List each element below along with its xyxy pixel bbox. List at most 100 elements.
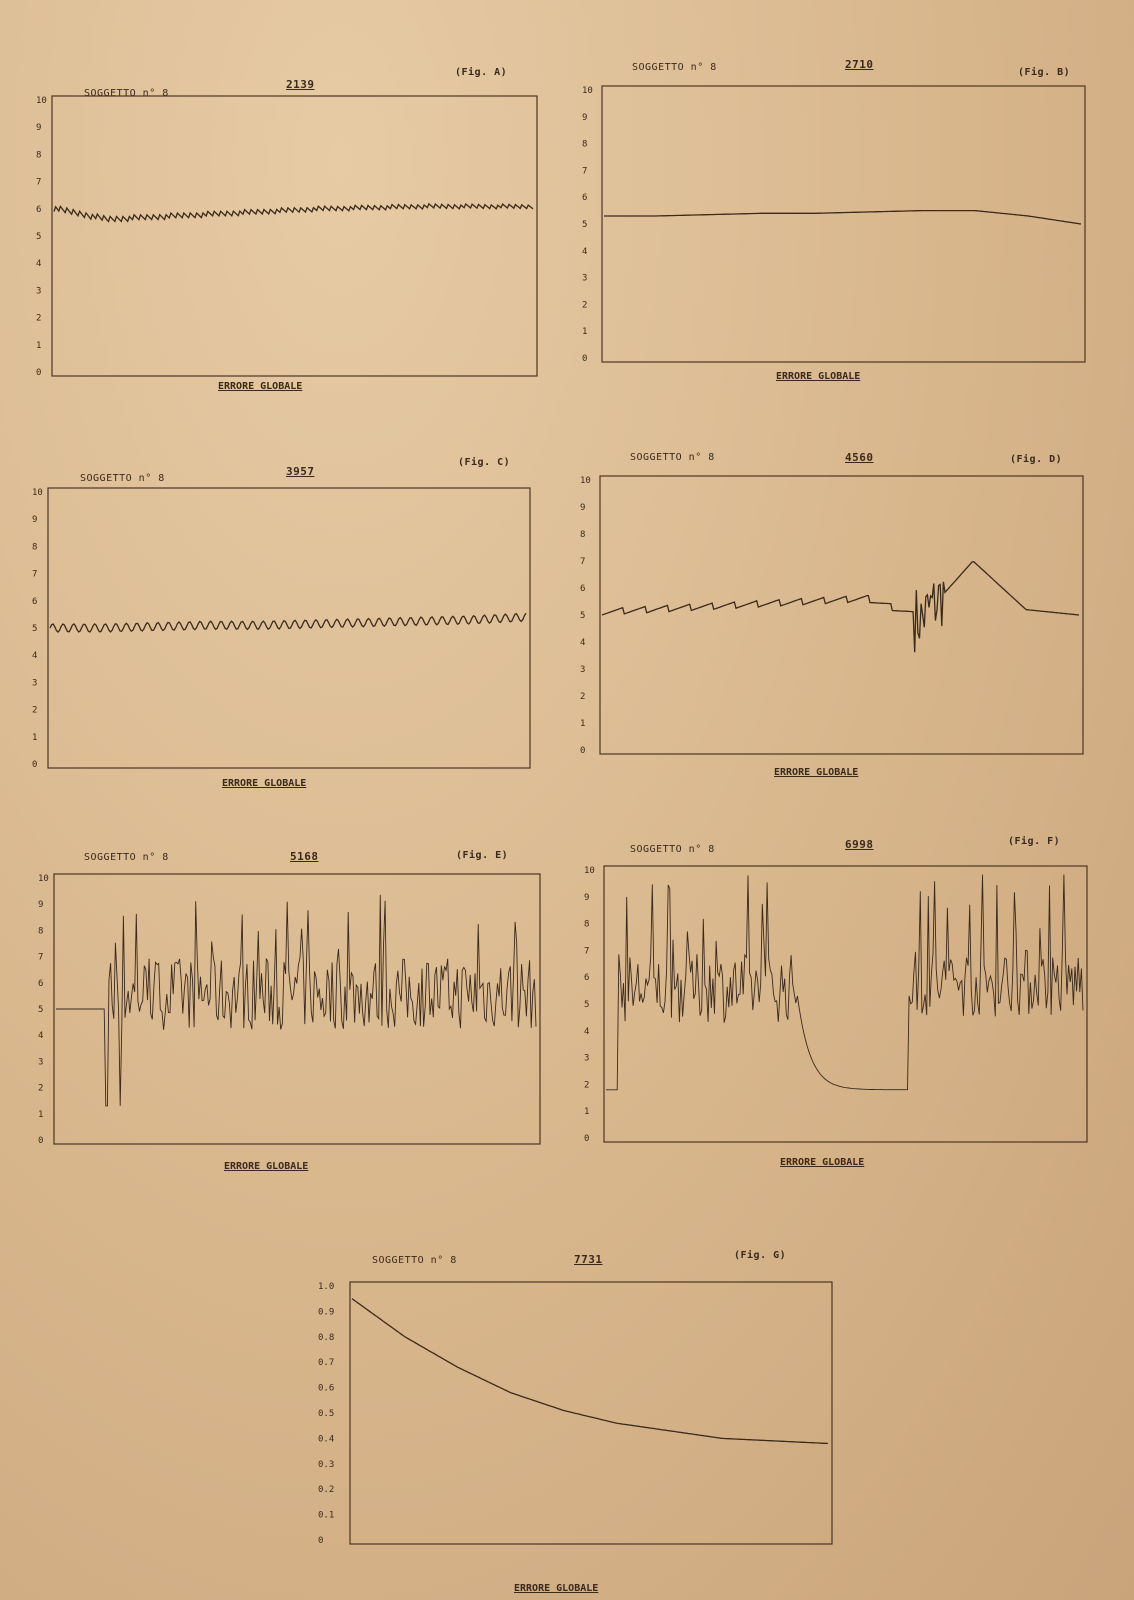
y-tick-label: 4 xyxy=(36,259,41,269)
y-tick-label: 3 xyxy=(38,1057,43,1067)
subject-label: SOGGETTO n° 8 xyxy=(372,1255,457,1266)
y-tick-label: 0 xyxy=(36,368,41,378)
y-tick-label: 0 xyxy=(582,354,587,364)
y-tick-label: 1 xyxy=(584,1107,589,1117)
series-line xyxy=(351,1298,829,1445)
chart-g-plot: 0 0.1 0.2 0.3 0.4 0.5 0.6 0.7 0.8 0.9 1.0 xyxy=(318,1281,833,1546)
figure-label: (Fig. G) xyxy=(734,1250,787,1261)
figure-label: (Fig. D) xyxy=(1010,454,1063,465)
subject-label: SOGGETTO n° 8 xyxy=(632,62,717,73)
subject-label: SOGGETTO n° 8 xyxy=(84,852,169,863)
y-tick-label: 0.2 xyxy=(318,1485,334,1495)
iteration-number: 4560 xyxy=(845,451,874,464)
series-line xyxy=(53,202,534,223)
y-tick-label: 7 xyxy=(38,953,43,963)
x-axis-label: ERRORE GLOBALE xyxy=(218,381,303,392)
chart-d-plot: 0 1 2 3 4 5 6 7 8 9 10 xyxy=(580,475,1084,756)
iteration-number: 3957 xyxy=(286,465,315,478)
y-tick-label: 0.3 xyxy=(318,1460,334,1470)
subject-label: SOGGETTO n° 8 xyxy=(84,88,169,99)
figure-label: (Fig. A) xyxy=(455,67,508,78)
iteration-number: 7731 xyxy=(574,1253,603,1266)
y-tick-label: 8 xyxy=(32,542,37,552)
plot-frame xyxy=(51,95,538,377)
y-tick-label: 1 xyxy=(38,1110,43,1120)
plot-frame xyxy=(349,1281,833,1545)
y-tick-label: 6 xyxy=(584,973,589,983)
y-tick-label: 6 xyxy=(36,205,41,215)
y-tick-label: 7 xyxy=(36,178,41,188)
y-tick-label: 9 xyxy=(584,893,589,903)
y-tick-label: 5 xyxy=(584,1000,589,1010)
y-tick-label: 2 xyxy=(584,1080,589,1090)
y-tick-label: 2 xyxy=(32,706,37,716)
y-tick-label: 0.9 xyxy=(318,1307,334,1317)
iteration-number: 2139 xyxy=(286,78,315,91)
y-tick-label: 7 xyxy=(580,557,585,567)
series-line xyxy=(604,209,1082,225)
y-tick-label: 9 xyxy=(38,900,43,910)
y-tick-label: 5 xyxy=(38,1005,43,1015)
figure-label: (Fig. C) xyxy=(458,457,511,468)
y-tick-label: 0 xyxy=(580,746,585,756)
y-tick-label: 0.1 xyxy=(318,1511,334,1521)
y-tick-label: 0 xyxy=(32,760,37,770)
x-axis-label: ERRORE GLOBALE xyxy=(514,1583,599,1594)
y-tick-label: 0 xyxy=(38,1136,43,1146)
y-tick-label: 4 xyxy=(584,1027,589,1037)
y-tick-label: 10 xyxy=(582,86,593,96)
y-tick-label: 5 xyxy=(580,611,585,621)
y-tick-label: 4 xyxy=(580,638,585,648)
y-tick-label: 9 xyxy=(32,515,37,525)
y-tick-label: 2 xyxy=(582,300,587,310)
y-tick-label: 0.5 xyxy=(318,1409,334,1419)
chart-b-plot: 0 1 2 3 4 5 6 7 8 9 10 xyxy=(582,85,1086,364)
y-tick-label: 8 xyxy=(582,140,587,150)
y-tick-label: 10 xyxy=(580,476,591,486)
subject-label: SOGGETTO n° 8 xyxy=(80,473,165,484)
y-tick-label: 1 xyxy=(36,341,41,351)
y-tick-label: 10 xyxy=(584,866,595,876)
y-tick-label: 5 xyxy=(582,220,587,230)
y-tick-label: 9 xyxy=(582,113,587,123)
y-tick-label: 3 xyxy=(584,1054,589,1064)
x-axis-label: ERRORE GLOBALE xyxy=(774,767,859,778)
y-tick-label: 9 xyxy=(580,503,585,513)
chart-a-plot: 0 1 2 3 4 5 6 7 8 9 10 xyxy=(36,95,538,378)
series-line xyxy=(56,894,537,1107)
y-tick-label: 5 xyxy=(32,624,37,634)
y-tick-label: 7 xyxy=(32,570,37,580)
y-tick-label: 8 xyxy=(38,926,43,936)
y-tick-label: 6 xyxy=(32,597,37,607)
chart-c-plot: 0 1 2 3 4 5 6 7 8 9 10 xyxy=(32,487,531,770)
y-tick-label: 4 xyxy=(582,247,587,257)
x-axis-label: ERRORE GLOBALE xyxy=(776,371,861,382)
y-tick-label: 6 xyxy=(580,584,585,594)
y-tick-label: 2 xyxy=(36,314,41,324)
y-tick-label: 3 xyxy=(32,678,37,688)
y-tick-label: 5 xyxy=(36,232,41,242)
plot-frame xyxy=(53,873,541,1145)
y-tick-label: 8 xyxy=(580,530,585,540)
figure-label: (Fig. B) xyxy=(1018,67,1071,78)
x-axis-label: ERRORE GLOBALE xyxy=(222,778,307,789)
y-tick-label: 0.6 xyxy=(318,1384,334,1394)
iteration-number: 5168 xyxy=(290,850,319,863)
iteration-number: 6998 xyxy=(845,838,874,851)
y-tick-label: 0.7 xyxy=(318,1358,334,1368)
y-tick-label: 7 xyxy=(582,166,587,176)
y-tick-label: 4 xyxy=(38,1031,43,1041)
chart-f-plot: 0 1 2 3 4 5 6 7 8 9 10 xyxy=(584,865,1088,1144)
y-tick-label: 2 xyxy=(580,692,585,702)
y-tick-label: 1 xyxy=(580,719,585,729)
y-tick-label: 8 xyxy=(36,150,41,160)
plot-frame xyxy=(603,865,1088,1143)
y-tick-label: 0 xyxy=(584,1134,589,1144)
y-tick-label: 1.0 xyxy=(318,1282,334,1292)
